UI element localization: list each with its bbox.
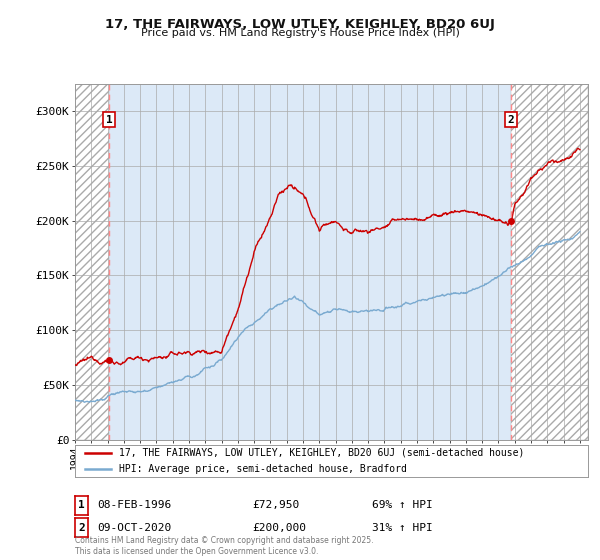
Text: 08-FEB-1996: 08-FEB-1996 [97,500,172,510]
Bar [511,84,588,440]
Bar [75,84,109,440]
Bar [75,84,109,440]
Bar [511,84,588,440]
Text: 2: 2 [508,115,514,124]
Text: 1: 1 [106,115,113,124]
Text: 17, THE FAIRWAYS, LOW UTLEY, KEIGHLEY, BD20 6UJ (semi-detached house): 17, THE FAIRWAYS, LOW UTLEY, KEIGHLEY, B… [119,448,524,458]
Text: 09-OCT-2020: 09-OCT-2020 [97,522,172,533]
Text: 17, THE FAIRWAYS, LOW UTLEY, KEIGHLEY, BD20 6UJ: 17, THE FAIRWAYS, LOW UTLEY, KEIGHLEY, B… [105,18,495,31]
Text: 69% ↑ HPI: 69% ↑ HPI [372,500,433,510]
Text: 31% ↑ HPI: 31% ↑ HPI [372,522,433,533]
Text: £72,950: £72,950 [252,500,299,510]
Text: £200,000: £200,000 [252,522,306,533]
Text: Contains HM Land Registry data © Crown copyright and database right 2025.
This d: Contains HM Land Registry data © Crown c… [75,536,373,556]
Text: 1: 1 [78,500,85,510]
Text: 2: 2 [78,522,85,533]
Text: HPI: Average price, semi-detached house, Bradford: HPI: Average price, semi-detached house,… [119,464,406,474]
Text: Price paid vs. HM Land Registry's House Price Index (HPI): Price paid vs. HM Land Registry's House … [140,28,460,38]
